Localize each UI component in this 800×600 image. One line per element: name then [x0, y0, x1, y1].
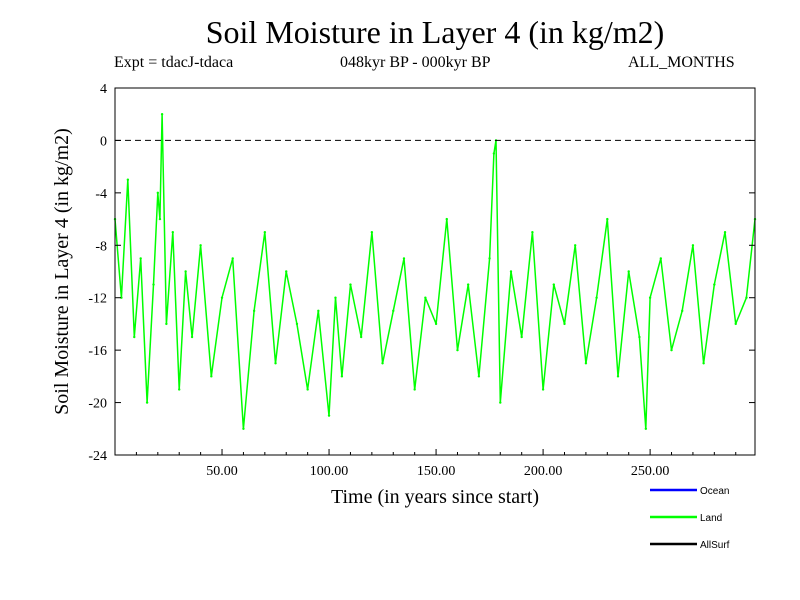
data-point-land: [263, 230, 267, 234]
y-tick-label: -20: [88, 397, 107, 412]
data-point-land: [456, 348, 459, 352]
legend: Ocean Land AllSurf: [650, 486, 730, 551]
legend-label-allsurf: AllSurf: [700, 540, 730, 551]
data-point-land: [670, 348, 673, 352]
data-point-land: [139, 257, 142, 260]
data-point-land: [349, 283, 352, 286]
data-point-land: [413, 388, 416, 391]
data-point-land: [317, 309, 320, 313]
data-point-land: [644, 427, 648, 430]
x-axis-label: Time (in years since start): [331, 486, 539, 508]
data-point-land: [402, 257, 406, 260]
data-point-land: [531, 230, 534, 234]
series-line-land: [114, 113, 756, 430]
data-point-land: [178, 388, 181, 391]
data-point-land: [158, 217, 162, 221]
data-point-land: [306, 388, 309, 391]
data-point-land: [220, 296, 224, 299]
y-tick-label: -4: [95, 187, 107, 202]
data-point-land: [488, 257, 491, 260]
ticks-layer: 50.00 100.00 150.00 200.00 250.00 4 0 -4 -8 -12 -1…: [88, 82, 755, 479]
data-point-land: [184, 270, 187, 273]
data-point-land: [638, 335, 641, 339]
data-point-land: [252, 309, 256, 313]
data-point-land: [327, 414, 331, 417]
data-point-land: [477, 375, 481, 378]
months-label: ALL_MONTHS: [628, 54, 735, 71]
data-point-land: [165, 322, 168, 326]
y-tick-label: -12: [88, 292, 107, 307]
data-point-land: [520, 335, 523, 339]
data-point-land: [445, 217, 448, 221]
data-point-land: [627, 270, 630, 273]
data-point-land: [285, 270, 288, 273]
data-point-land: [584, 362, 588, 365]
data-point-land: [702, 362, 705, 365]
data-point-land: [723, 230, 727, 234]
data-point-land: [381, 362, 384, 365]
y-tick-label: -24: [88, 449, 107, 464]
series-layer: [113, 113, 757, 430]
data-point-land: [340, 375, 344, 378]
data-point-land: [681, 309, 684, 313]
plot-frame: [114, 87, 756, 456]
data-point-land: [424, 296, 427, 299]
y-tick-label: 4: [100, 82, 107, 97]
x-tick-label: 100.00: [310, 464, 349, 479]
data-point-land: [392, 309, 395, 313]
data-point-land: [156, 191, 160, 195]
data-point-land: [126, 178, 130, 181]
x-tick-label: 250.00: [631, 464, 670, 479]
data-point-land: [466, 283, 470, 286]
data-point-land: [509, 270, 513, 273]
data-point-land: [145, 401, 149, 404]
data-point-land: [734, 322, 737, 326]
data-point-land: [574, 244, 577, 247]
data-point-land: [499, 401, 502, 404]
data-point-land: [199, 244, 202, 247]
data-point-land: [160, 113, 164, 116]
data-point-land: [595, 296, 598, 299]
y-tick-label: 0: [100, 134, 107, 149]
data-point-land: [133, 335, 136, 339]
legend-label-land: Land: [700, 513, 722, 524]
data-point-land: [659, 257, 663, 260]
data-point-land: [152, 283, 155, 286]
data-point-land: [541, 388, 545, 391]
data-point-land: [616, 375, 620, 378]
data-point-land: [120, 296, 123, 299]
x-tick-label: 150.00: [417, 464, 456, 479]
y-tick-label: -16: [88, 344, 107, 359]
y-axis-label: Soil Moisture in Layer 4 (in kg/m2): [51, 128, 73, 415]
data-point-land: [370, 230, 374, 234]
data-point-land: [563, 322, 566, 326]
data-point-land: [334, 296, 337, 299]
data-point-land: [492, 152, 496, 155]
experiment-label: Expt = tdacJ-tdaca: [114, 54, 234, 71]
data-point-land: [691, 244, 695, 247]
data-point-land: [210, 375, 213, 378]
data-point-land: [434, 322, 438, 326]
data-point-land: [231, 257, 234, 260]
chart-title: Soil Moisture in Layer 4 (in kg/m2): [205, 14, 665, 50]
x-tick-label: 50.00: [206, 464, 238, 479]
x-tick-label: 200.00: [524, 464, 563, 479]
data-point-land: [745, 296, 748, 299]
data-point-land: [648, 296, 652, 299]
y-tick-label: -8: [95, 239, 107, 254]
data-point-land: [274, 362, 277, 365]
data-point-land: [171, 230, 174, 234]
data-point-land: [552, 283, 555, 286]
time-range-label: 048kyr BP - 000kyr BP: [340, 54, 491, 71]
data-point-land: [713, 283, 716, 286]
data-point-land: [190, 335, 194, 339]
data-point-land: [359, 335, 363, 339]
legend-label-ocean: Ocean: [700, 486, 729, 497]
data-point-land: [606, 217, 609, 221]
data-point-land: [295, 322, 299, 326]
data-point-land: [242, 427, 245, 430]
